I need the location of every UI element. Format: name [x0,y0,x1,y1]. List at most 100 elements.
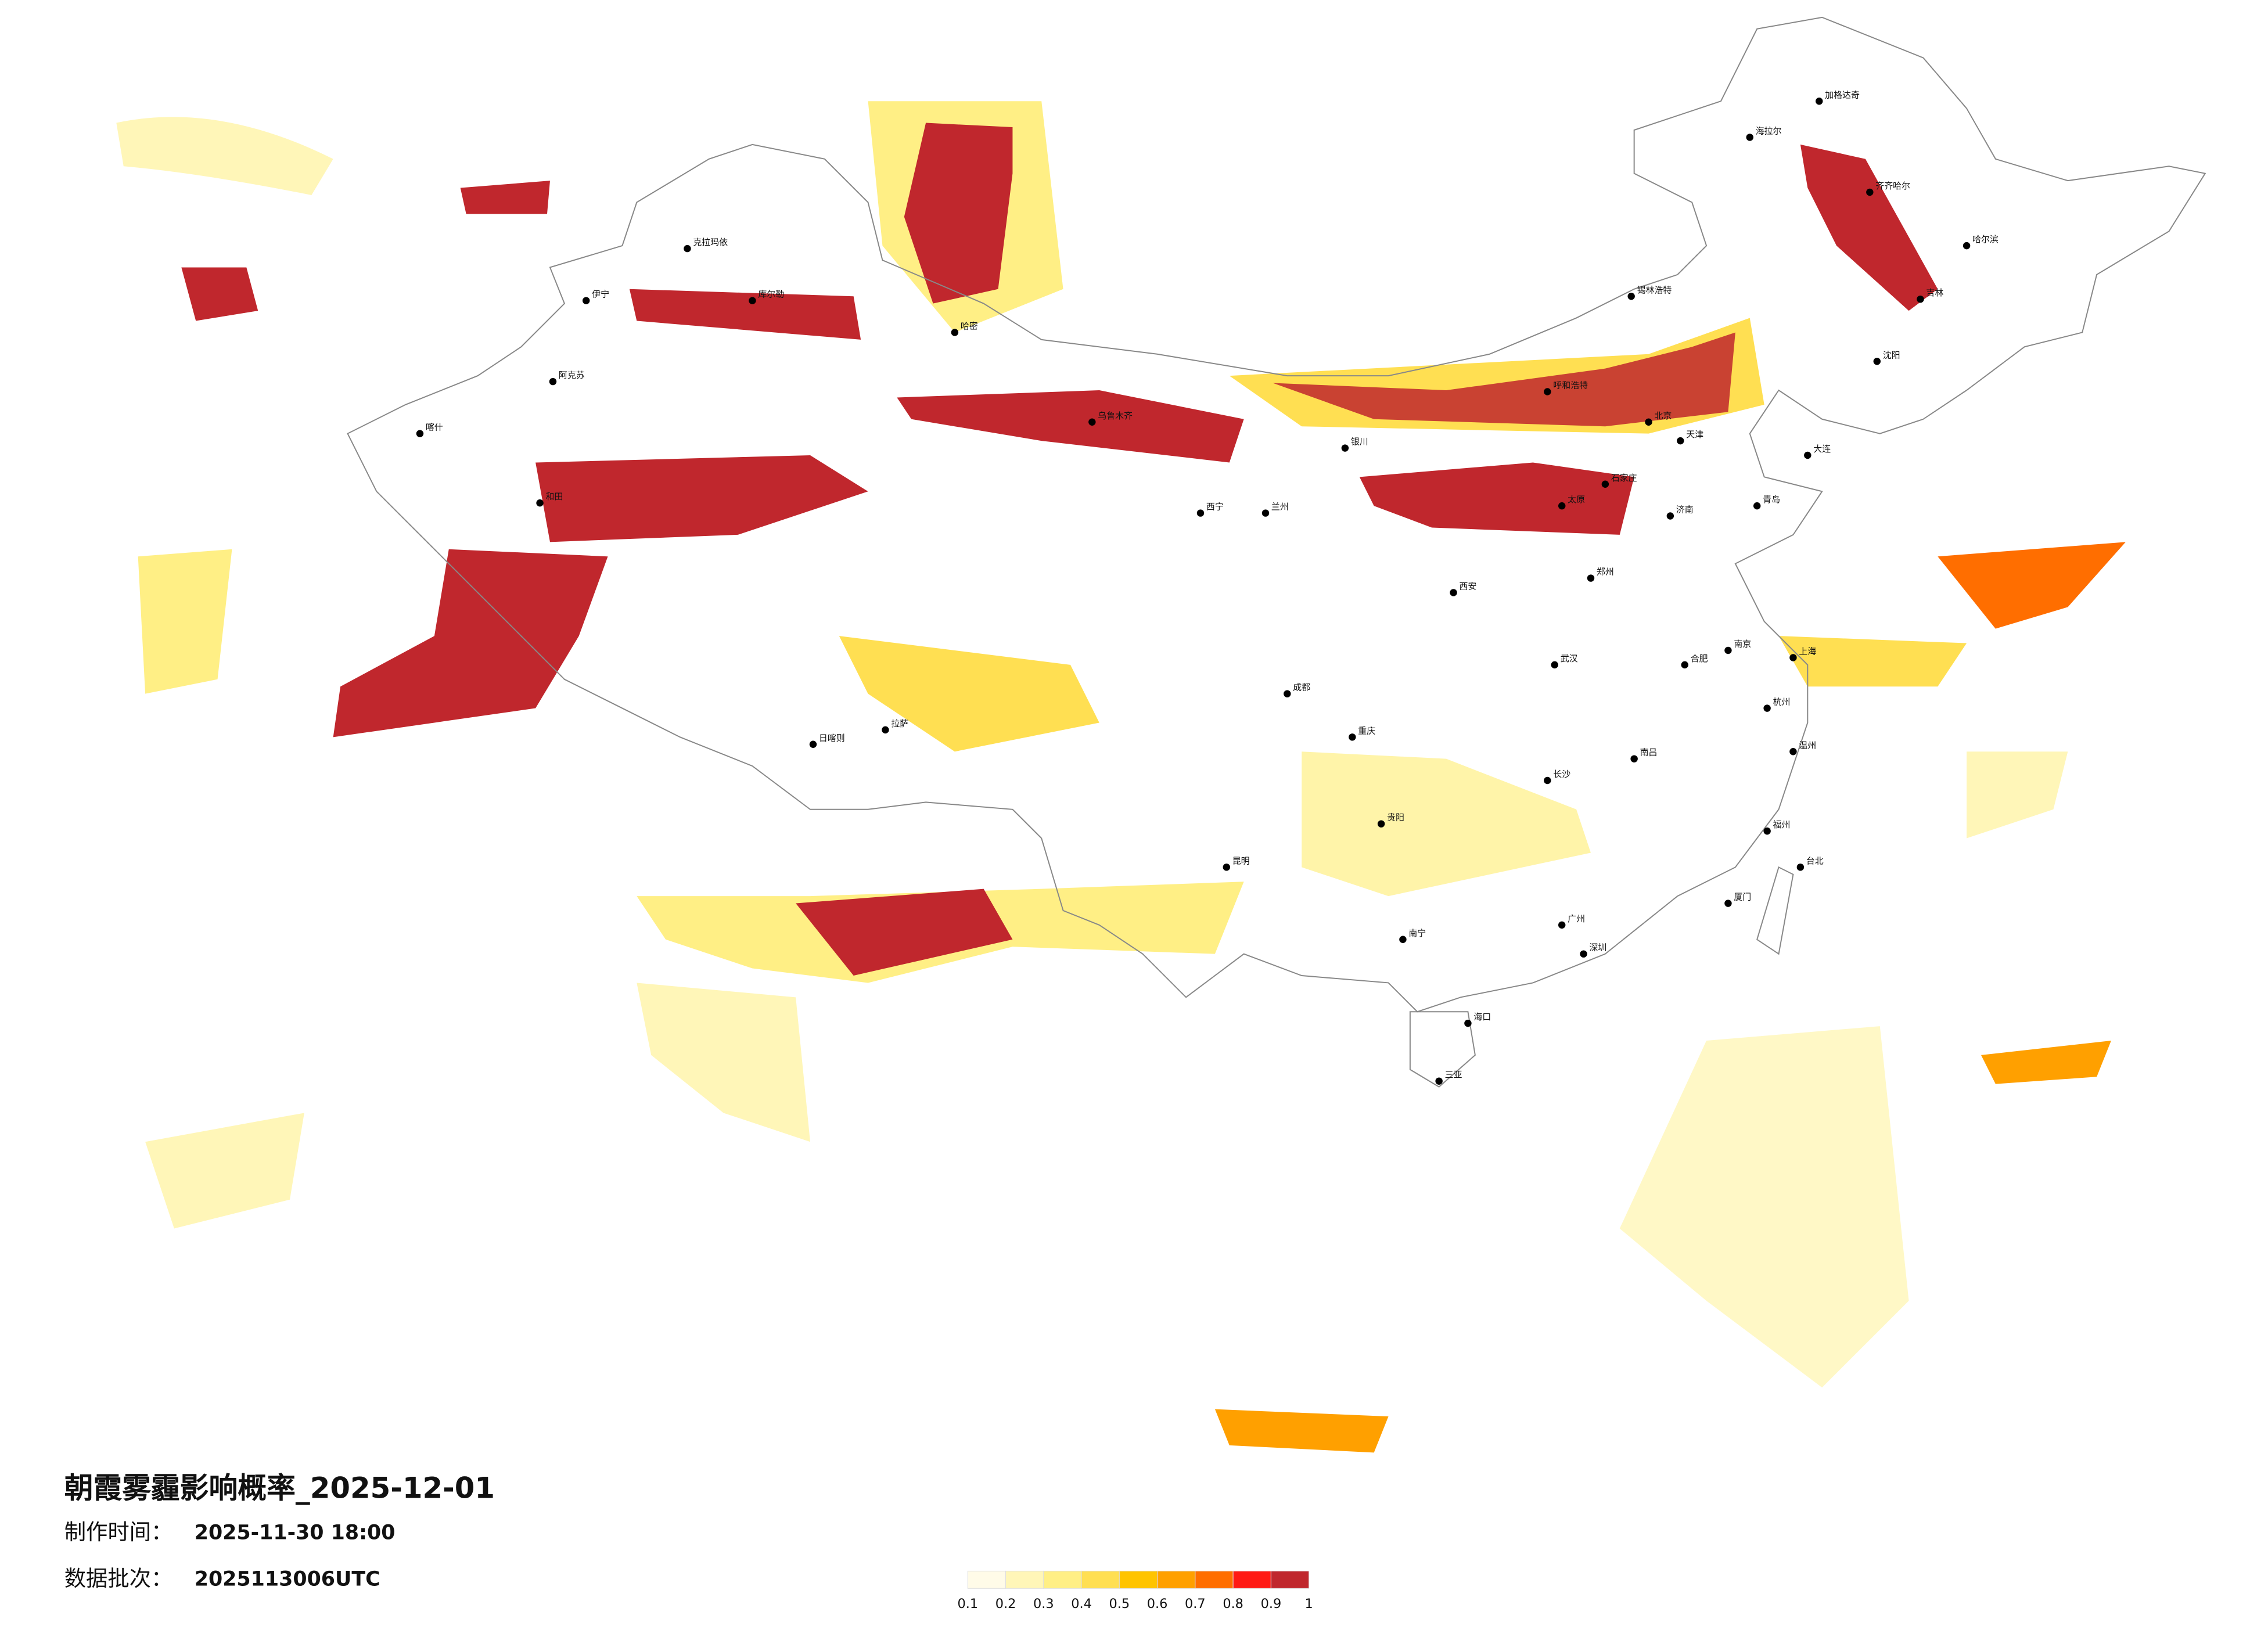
city-dot [1963,242,1971,250]
legend: 0.1 0.2 0.3 0.4 0.5 0.6 0.7 0.8 0.9 1 [957,1570,1313,1611]
city-label: 合肥 [1691,653,1708,664]
city-label: 大连 [1813,444,1831,454]
batch: 2025113006UTC [195,1567,380,1591]
batch-label: 数据批次： [64,1566,173,1591]
legend-tick-label: 0.3 [1033,1596,1054,1611]
fog-area [897,390,1244,463]
city-label: 银川 [1351,437,1368,447]
legend-swatch [1119,1570,1158,1589]
city-label: 伊宁 [592,289,609,300]
city-label: 南宁 [1408,928,1426,938]
city-dot [1399,936,1407,943]
country-outline [347,16,2206,1013]
city-label: 哈尔滨 [1972,234,1999,244]
city-label: 库尔勒 [758,289,784,300]
city-label: 台北 [1806,855,1824,866]
fog-area [904,123,1013,304]
made-time-label: 制作时间： [64,1519,173,1545]
legend-swatch [1232,1570,1271,1589]
city-label: 重庆 [1358,725,1375,736]
city-label: 济南 [1676,505,1694,515]
city-dot [1866,188,1874,196]
city-label: 兰州 [1271,502,1289,512]
city-dot [1816,98,1823,105]
city-dot [1450,589,1457,596]
city-dot [1341,444,1349,452]
city-dot [582,297,590,304]
city-label: 温州 [1799,740,1816,750]
city-label: 三亚 [1445,1070,1462,1080]
city-label: 武汉 [1561,653,1578,664]
fog-area [181,267,258,321]
city-label: 贵阳 [1387,812,1404,823]
fog-area [839,636,1099,752]
city-dot [1796,864,1805,871]
city-label: 福州 [1773,819,1791,830]
city-dot [1349,733,1356,741]
fog-area [460,181,550,214]
city-dot [1551,661,1558,669]
city-dot [1284,690,1291,697]
city-dot [1196,509,1205,517]
city-label: 成都 [1293,682,1310,693]
city-dot [1558,921,1566,929]
legend-tick-label: 0.9 [1261,1596,1282,1611]
legend-tick-label: 0.5 [1109,1596,1130,1611]
city-dot [809,740,817,748]
fog-area [138,549,232,694]
city-label: 克拉玛依 [693,237,728,247]
fog-area [637,983,810,1142]
legend-swatch [1270,1570,1310,1589]
city-dot [1666,512,1674,520]
city-dot [1724,900,1732,907]
city-label: 杭州 [1773,697,1791,707]
legend-tick-label: 0.1 [957,1596,978,1611]
city-dot [1223,864,1231,871]
legend-tick-label: 0.8 [1223,1596,1243,1611]
city-dot [749,297,756,304]
legend-tick-label: 1 [1305,1596,1313,1611]
city-label: 喀什 [426,422,443,433]
fog-area [629,289,861,340]
city-dot [1804,451,1811,459]
city-dot [684,244,691,253]
city-label: 乌鲁木齐 [1098,411,1133,421]
city-dot [882,726,889,734]
fog-area [1938,542,2126,629]
city-dot [416,430,424,437]
city-dot [536,499,544,507]
city-label: 上海 [1799,646,1816,656]
city-label: 天津 [1686,429,1703,440]
fog-area [1359,462,1634,535]
city-label: 长沙 [1553,769,1570,779]
island-outline [1756,866,1794,955]
city-dot [1789,748,1797,756]
legend-tick-label: 0.6 [1147,1596,1168,1611]
legend-swatch [1043,1570,1082,1589]
fog-area [1619,1026,1909,1388]
city-dot [1544,776,1551,785]
fog-area [796,888,1013,976]
city-label: 西宁 [1206,502,1224,512]
city-label: 加格达奇 [1825,89,1860,100]
city-label: 厦门 [1734,892,1751,902]
city-dot [1873,358,1881,365]
made-time: 2025-11-30 18:00 [195,1521,396,1545]
legend-swatch [967,1570,1007,1589]
city-label: 南京 [1734,639,1751,649]
city-dot [1763,704,1771,712]
city-label: 石家庄 [1611,473,1637,483]
city-dot [1789,654,1797,661]
city-label: 吉林 [1926,287,1943,298]
legend-tick-label: 0.2 [995,1596,1016,1611]
city-label: 哈密 [961,321,978,331]
fog-area [1800,144,1938,311]
fog-area [1778,636,1967,687]
city-label: 广州 [1568,913,1585,924]
city-label: 沈阳 [1883,350,1900,360]
city-dot [1435,1077,1443,1085]
city-label: 昆明 [1232,855,1250,866]
city-label: 南昌 [1640,747,1658,758]
